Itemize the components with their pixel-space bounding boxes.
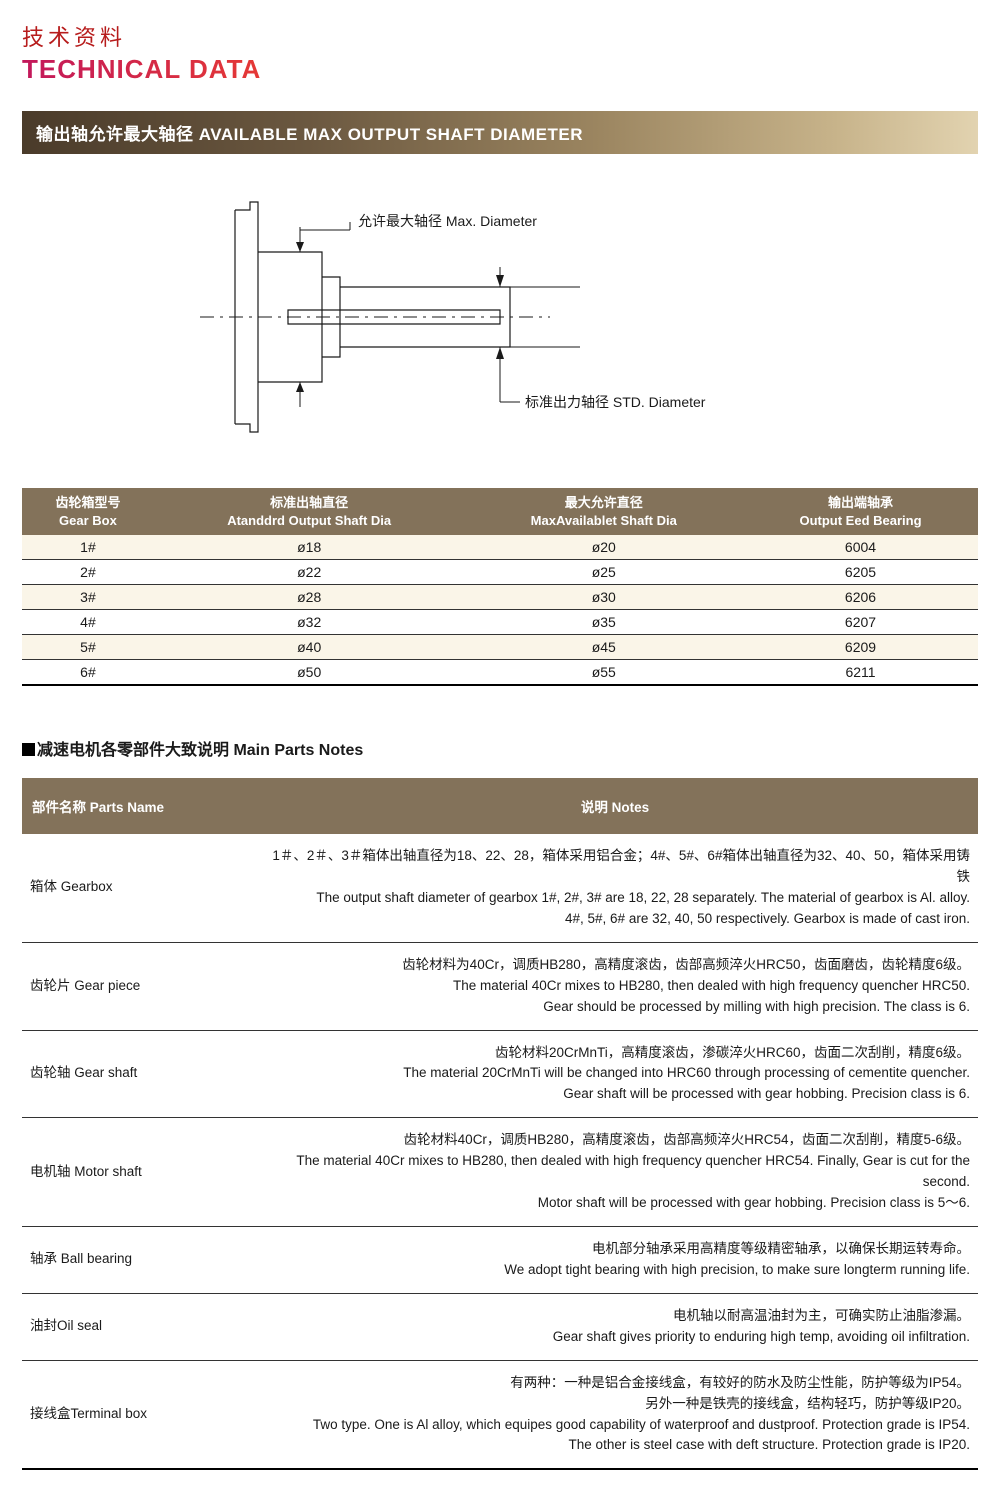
table-cell: 6004 [743, 535, 978, 560]
note-line: The material 40Cr mixes to HB280, then d… [260, 976, 970, 997]
shaft-col-header: 齿轮箱型号Gear Box [22, 488, 154, 535]
table-row: 2#ø22ø256205 [22, 560, 978, 585]
table-row: 1#ø18ø206004 [22, 535, 978, 560]
table-row: 4#ø32ø356207 [22, 610, 978, 635]
note-line: Motor shaft will be processed with gear … [260, 1193, 970, 1214]
parts-notes-cell: 齿轮材料20CrMnTi，高精度滚齿，渗碳淬火HRC60，齿面二次刮削，精度6级… [252, 1030, 978, 1118]
parts-notes-cell: 1＃、2＃、3＃箱体出轴直径为18、22、28，箱体采用铝合金；4#、5#、6#… [252, 834, 978, 942]
shaft-col-header: 输出端轴承Output Eed Bearing [743, 488, 978, 535]
table-cell: 6211 [743, 660, 978, 686]
table-cell: 4# [22, 610, 154, 635]
square-bullet-icon [22, 743, 35, 756]
table-cell: 6205 [743, 560, 978, 585]
note-line: Gear shaft will be processed with gear h… [260, 1084, 970, 1105]
table-cell: 5# [22, 635, 154, 660]
note-line: 齿轮材料40Cr，调质HB280，高精度滚齿，齿部高频淬火HRC54，齿面二次刮… [260, 1130, 970, 1151]
table-row: 5#ø40ø456209 [22, 635, 978, 660]
table-cell: ø35 [464, 610, 743, 635]
note-line: Gear shaft gives priority to enduring hi… [260, 1327, 970, 1348]
parts-notes-cell: 齿轮材料40Cr，调质HB280，高精度滚齿，齿部高频淬火HRC54，齿面二次刮… [252, 1118, 978, 1227]
table-cell: 6206 [743, 585, 978, 610]
table-row: 油封Oil seal电机轴以耐高温油封为主，可确实防止油脂渗漏。Gear sha… [22, 1293, 978, 1360]
table-row: 3#ø28ø306206 [22, 585, 978, 610]
note-line: The other is steel case with deft struct… [260, 1435, 970, 1456]
shaft-diameter-table: 齿轮箱型号Gear Box标准出轴直径Atanddrd Output Shaft… [22, 488, 978, 686]
table-cell: ø18 [154, 535, 465, 560]
note-line: 电机部分轴承采用高精度等级精密轴承，以确保长期运转寿命。 [260, 1239, 970, 1260]
table-row: 齿轮轴 Gear shaft 齿轮材料20CrMnTi，高精度滚齿，渗碳淬火HRC… [22, 1030, 978, 1118]
parts-section-title: 减速电机各零部件大致说明 Main Parts Notes [22, 736, 978, 760]
parts-col-name: 部件名称 Parts Name [22, 778, 252, 834]
note-line: 4#, 5#, 6# are 32, 40, 50 respectively. … [260, 909, 970, 930]
shaft-diagram: 允许最大轴径 Max. Diameter 标准出力轴径 STD. Diamete… [22, 154, 978, 488]
note-line: 齿轮材料20CrMnTi，高精度滚齿，渗碳淬火HRC60，齿面二次刮削，精度6级… [260, 1043, 970, 1064]
note-line: We adopt tight bearing with high precisi… [260, 1260, 970, 1281]
table-row: 齿轮片 Gear piece 齿轮材料为40Cr，调质HB280，高精度滚齿，齿部… [22, 942, 978, 1030]
diagram-label-std: 标准出力轴径 STD. Diameter [525, 394, 706, 410]
parts-notes-cell: 有两种：一种是铝合金接线盒，有较好的防水及防尘性能，防护等级为IP54。另外一种… [252, 1360, 978, 1469]
note-line: 1＃、2＃、3＃箱体出轴直径为18、22、28，箱体采用铝合金；4#、5#、6#… [260, 846, 970, 888]
table-cell: ø32 [154, 610, 465, 635]
note-line: 齿轮材料为40Cr，调质HB280，高精度滚齿，齿部高频淬火HRC50，齿面磨齿… [260, 955, 970, 976]
table-cell: ø20 [464, 535, 743, 560]
table-cell: 6209 [743, 635, 978, 660]
parts-name-cell: 接线盒Terminal box [22, 1360, 252, 1469]
note-line: The output shaft diameter of gearbox 1#,… [260, 888, 970, 909]
parts-name-cell: 箱体 Gearbox [22, 834, 252, 942]
table-row: 箱体 Gearbox1＃、2＃、3＃箱体出轴直径为18、22、28，箱体采用铝合… [22, 834, 978, 942]
note-line: Two type. One is Al alloy, which equipes… [260, 1415, 970, 1436]
note-line: The material 20CrMnTi will be changed in… [260, 1063, 970, 1084]
table-cell: ø40 [154, 635, 465, 660]
parts-notes-cell: 电机部分轴承采用高精度等级精密轴承，以确保长期运转寿命。We adopt tig… [252, 1227, 978, 1294]
section-banner: 输出轴允许最大轴径 AVAILABLE MAX OUTPUT SHAFT DIA… [22, 111, 978, 154]
table-cell: 2# [22, 560, 154, 585]
note-line: 电机轴以耐高温油封为主，可确实防止油脂渗漏。 [260, 1306, 970, 1327]
shaft-col-header: 最大允许直径MaxAvailablet Shaft Dia [464, 488, 743, 535]
parts-name-cell: 轴承 Ball bearing [22, 1227, 252, 1294]
table-cell: ø30 [464, 585, 743, 610]
parts-name-cell: 齿轮片 Gear piece [22, 942, 252, 1030]
table-cell: ø50 [154, 660, 465, 686]
parts-name-cell: 油封Oil seal [22, 1293, 252, 1360]
table-row: 轴承 Ball bearing电机部分轴承采用高精度等级精密轴承，以确保长期运转… [22, 1227, 978, 1294]
table-cell: 6# [22, 660, 154, 686]
parts-notes-cell: 电机轴以耐高温油封为主，可确实防止油脂渗漏。Gear shaft gives p… [252, 1293, 978, 1360]
parts-notes-table: 部件名称 Parts Name 说明 Notes 箱体 Gearbox1＃、2＃… [22, 778, 978, 1470]
table-cell: ø25 [464, 560, 743, 585]
table-cell: ø22 [154, 560, 465, 585]
note-line: Gear should be processed by milling with… [260, 997, 970, 1018]
table-cell: ø28 [154, 585, 465, 610]
table-cell: 1# [22, 535, 154, 560]
note-line: The material 40Cr mixes to HB280, then d… [260, 1151, 970, 1193]
table-row: 接线盒Terminal box有两种：一种是铝合金接线盒，有较好的防水及防尘性能… [22, 1360, 978, 1469]
table-cell: 6207 [743, 610, 978, 635]
diagram-label-max: 允许最大轴径 Max. Diameter [358, 213, 537, 229]
note-line: 有两种：一种是铝合金接线盒，有较好的防水及防尘性能，防护等级为IP54。 [260, 1373, 970, 1394]
note-line: 另外一种是铁壳的接线盒，结构轻巧，防护等级IP20。 [260, 1394, 970, 1415]
table-row: 电机轴 Motor shaft 齿轮材料40Cr，调质HB280，高精度滚齿，齿部… [22, 1118, 978, 1227]
parts-name-cell: 电机轴 Motor shaft [22, 1118, 252, 1227]
parts-col-notes: 说明 Notes [252, 778, 978, 834]
parts-name-cell: 齿轮轴 Gear shaft [22, 1030, 252, 1118]
shaft-col-header: 标准出轴直径Atanddrd Output Shaft Dia [154, 488, 465, 535]
table-cell: ø45 [464, 635, 743, 660]
parts-notes-cell: 齿轮材料为40Cr，调质HB280，高精度滚齿，齿部高频淬火HRC50，齿面磨齿… [252, 942, 978, 1030]
table-cell: ø55 [464, 660, 743, 686]
page-title-en: TECHNICAL DATA [22, 54, 978, 85]
table-cell: 3# [22, 585, 154, 610]
table-row: 6#ø50ø556211 [22, 660, 978, 686]
page-title-cn: 技术资料 [22, 20, 978, 52]
